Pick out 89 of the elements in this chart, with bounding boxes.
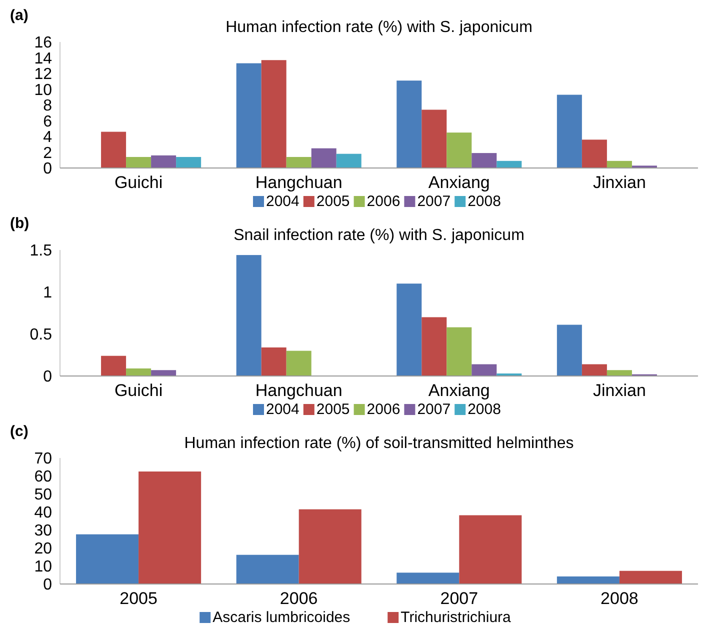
bar [606, 370, 632, 376]
text: (b) [10, 215, 30, 232]
x-tick-label: Anxiang [428, 381, 490, 400]
legend-label: Trichuristrichiura [400, 609, 512, 626]
bar [446, 132, 472, 168]
y-tick-label: 14 [34, 50, 52, 68]
bar [582, 364, 607, 376]
bar [126, 156, 152, 168]
y-tick-label: 1.5 [30, 242, 52, 260]
bar [556, 324, 582, 376]
bar [101, 132, 126, 168]
bar [236, 255, 262, 376]
y-tick-label: 60 [34, 468, 52, 486]
x-tick-label: Hangchuan [255, 173, 342, 192]
legend-label: 2007 [417, 401, 451, 418]
bar [556, 576, 620, 584]
x-tick-label: 2006 [280, 589, 318, 608]
y-tick-label: 2 [43, 144, 52, 162]
x-tick-label: 2008 [600, 589, 638, 608]
bar [496, 160, 522, 168]
bar [101, 356, 126, 376]
legend-label: Ascaris lumbricoides [212, 609, 350, 626]
chart-title: Human infection rate (%) of soil-transmitted helminthes [184, 435, 574, 452]
y-tick-label: 8 [43, 98, 52, 115]
y-tick-label: 12 [34, 66, 52, 84]
bar [396, 284, 422, 376]
legend-label: 2004 [266, 401, 300, 418]
y-tick-label: 70 [34, 450, 52, 468]
bar [422, 317, 447, 376]
y-tick-label: 0 [43, 576, 52, 594]
y-tick-label: 30 [34, 522, 52, 540]
bar [261, 347, 286, 376]
bar [606, 160, 632, 168]
bar [151, 370, 176, 376]
y-tick-label: 6 [43, 113, 52, 130]
y-tick-label: 4 [43, 129, 52, 146]
bar [459, 515, 522, 584]
chart-title: Snail infection rate (%) with S. japonicum [234, 227, 524, 244]
bar [236, 554, 299, 584]
bar [556, 94, 582, 168]
legend-label: 2005 [316, 401, 350, 418]
legend-label: 2006 [366, 193, 400, 210]
bar [472, 153, 497, 168]
bar [396, 80, 422, 168]
x-tick-label: Jinxian [592, 173, 646, 192]
legend-label: 2006 [366, 401, 400, 418]
y-tick-label: 1 [43, 284, 52, 302]
bar [619, 570, 682, 584]
chart-title: Human infection rate (%) with S. japonicum [226, 19, 532, 36]
bar [311, 148, 336, 168]
y-tick-label: 10 [34, 82, 52, 99]
y-tick-label: 10 [34, 558, 52, 576]
bar [396, 572, 460, 584]
x-tick-label: 2007 [440, 589, 478, 608]
y-tick-label: 0.5 [30, 326, 52, 344]
y-tick-label: 40 [34, 504, 52, 522]
x-tick-label: Anxiang [428, 173, 490, 192]
legend-label: 2007 [417, 193, 451, 210]
bar [126, 368, 152, 376]
text: (a) [10, 7, 28, 24]
y-tick-label: 16 [34, 34, 52, 52]
legend-label: 2008 [468, 193, 501, 210]
legend-label: 2005 [316, 193, 350, 210]
bar [138, 472, 202, 584]
y-tick-label: 0 [43, 160, 52, 178]
bar [286, 350, 312, 376]
bar [76, 534, 139, 584]
bar [298, 509, 362, 584]
bar [422, 110, 447, 168]
legend-label: 2008 [468, 401, 501, 418]
x-tick-label: 2005 [120, 589, 158, 608]
bar [176, 156, 202, 168]
bar [336, 154, 362, 168]
legend-label: 2004 [266, 193, 300, 210]
bar [151, 155, 176, 168]
x-tick-label: Jinxian [592, 381, 646, 400]
bar [286, 156, 312, 168]
y-tick-label: 0 [43, 368, 52, 386]
bar [261, 60, 286, 168]
bar [582, 140, 607, 168]
bar [236, 63, 262, 168]
y-tick-label: 50 [34, 486, 52, 504]
bar [472, 364, 497, 376]
x-tick-label: Guichi [114, 381, 163, 400]
bar [446, 327, 472, 376]
x-tick-label: Guichi [114, 173, 163, 192]
text: (c) [10, 423, 28, 440]
y-tick-label: 20 [34, 540, 52, 558]
x-tick-label: Hangchuan [255, 381, 342, 400]
